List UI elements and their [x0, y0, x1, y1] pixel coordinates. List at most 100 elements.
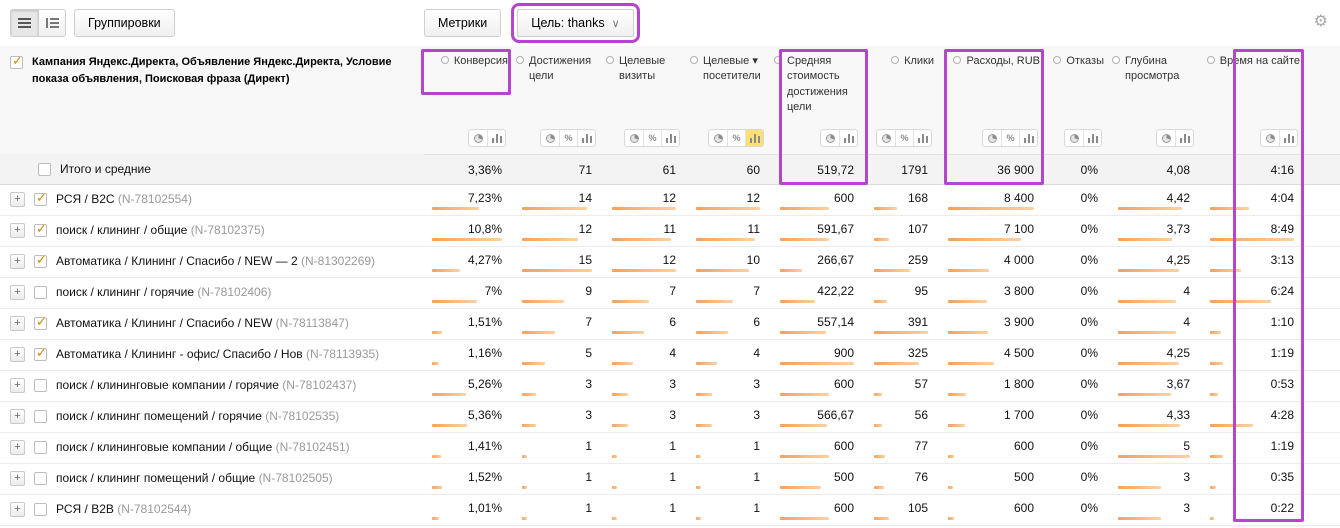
row-id: (N-78102437): [282, 377, 357, 392]
metric-value: 600: [1013, 501, 1034, 515]
toolbar: Группировки Метрики Цель: thanks ∨ ⚙: [0, 0, 1340, 46]
bars-chart-toggle-icon[interactable]: [745, 130, 763, 146]
row-checkbox[interactable]: ✓: [34, 345, 47, 362]
bars-chart-toggle-icon[interactable]: [1175, 130, 1193, 146]
linear-view-button[interactable]: [11, 10, 38, 36]
table-row: + ✓ Автоматика / Клининг - офис/ Спасибо /…: [0, 339, 1340, 371]
expand-row-button[interactable]: +: [10, 285, 25, 301]
row-label[interactable]: поиск / клининг / общие: [56, 222, 191, 237]
metric-value: 1: [753, 439, 760, 453]
pie-chart-toggle-icon[interactable]: [1065, 130, 1083, 146]
row-label[interactable]: Автоматика / Клининг / Спасибо / NEW — 2: [56, 253, 301, 268]
pct-chart-toggle-icon[interactable]: %: [1001, 130, 1019, 146]
row-label[interactable]: Автоматика / Клининг - офис/ Спасибо / Н…: [56, 346, 306, 361]
metric-value: 95: [914, 284, 928, 298]
pct-chart-toggle-icon[interactable]: %: [895, 130, 913, 146]
column-header-depth[interactable]: Глубина просмотра: [1110, 46, 1202, 128]
column-header-goal-visitors[interactable]: Целевые ▾ посетители: [688, 46, 772, 128]
row-checkbox[interactable]: [34, 410, 47, 424]
column-header-bounces[interactable]: Отказы: [1046, 46, 1110, 128]
pie-chart-toggle-icon[interactable]: [1261, 130, 1279, 146]
value-bar: [1118, 300, 1176, 303]
check-icon: ✓: [12, 53, 23, 68]
metric-circle-icon: [774, 56, 782, 64]
row-checkbox[interactable]: [38, 162, 51, 176]
metrics-button[interactable]: Метрики: [424, 9, 502, 37]
expand-row-button[interactable]: +: [10, 347, 25, 363]
row-label[interactable]: поиск / клининговые компании / горячие: [56, 377, 283, 392]
bars-chart-toggle-icon[interactable]: [1019, 130, 1037, 146]
pie-chart-toggle-icon[interactable]: [709, 130, 727, 146]
metric-value: 12: [578, 222, 592, 236]
pct-chart-toggle-icon[interactable]: %: [727, 130, 745, 146]
select-all-checkbox[interactable]: ✓: [10, 53, 23, 69]
metric-value: 1:19: [1270, 346, 1294, 360]
row-spacer: [1306, 215, 1340, 247]
metric-value: 4: [753, 346, 760, 360]
metric-value: 4 000: [1003, 253, 1034, 267]
pie-chart-toggle-icon[interactable]: [877, 130, 895, 146]
row-label[interactable]: поиск / клининг помещений / общие: [56, 470, 259, 485]
row-label[interactable]: поиск / клининговые компании / общие: [56, 439, 276, 454]
pie-chart-toggle-icon[interactable]: [469, 130, 487, 146]
column-header-label: Достижения цели: [516, 54, 598, 85]
row-id: (N-78102375): [190, 222, 265, 237]
expand-row-button[interactable]: +: [10, 223, 25, 239]
metric-value: 3,67: [1166, 377, 1190, 391]
expand-row-button[interactable]: +: [10, 409, 25, 425]
tree-view-button[interactable]: [38, 10, 65, 36]
column-toggles-depth: [1110, 128, 1202, 155]
metric-value: 76: [914, 470, 928, 484]
metric-circle-icon: [1053, 56, 1062, 64]
pie-chart-toggle-icon[interactable]: [983, 130, 1001, 146]
expand-row-button[interactable]: +: [10, 440, 25, 456]
column-header-conversion[interactable]: Конверсия: [424, 46, 514, 128]
expand-row-button[interactable]: +: [10, 378, 25, 394]
column-header-goal-visits[interactable]: Целевые визиты: [604, 46, 688, 128]
bars-chart-toggle-icon[interactable]: [913, 130, 931, 146]
pie-chart-toggle-icon[interactable]: [625, 130, 643, 146]
row-label[interactable]: РСЯ / B2B: [56, 501, 118, 516]
row-checkbox[interactable]: [34, 472, 47, 486]
goal-selector-button[interactable]: Цель: thanks ∨: [511, 3, 640, 43]
row-checkbox[interactable]: ✓: [34, 314, 47, 331]
row-label[interactable]: поиск / клининг / горячие: [56, 284, 198, 299]
row-checkbox[interactable]: ✓: [34, 221, 47, 238]
pct-chart-toggle-icon[interactable]: %: [643, 130, 661, 146]
bars-chart-toggle-icon[interactable]: [487, 130, 505, 146]
row-label[interactable]: поиск / клининг помещений / горячие: [56, 408, 266, 423]
groupings-button[interactable]: Группировки: [74, 9, 175, 37]
bars-chart-toggle-icon[interactable]: [661, 130, 679, 146]
metric-value: 1: [585, 439, 592, 453]
column-header-time-on-site[interactable]: Время на сайте: [1202, 46, 1306, 128]
row-checkbox[interactable]: ✓: [34, 190, 47, 207]
value-bar: [612, 269, 676, 272]
expand-row-button[interactable]: +: [10, 502, 25, 518]
column-header-goal-reaches[interactable]: Достижения цели: [514, 46, 604, 128]
expand-row-button[interactable]: +: [10, 254, 25, 270]
column-header-avg-goal-cost[interactable]: Средняя стоимость достижения цели: [772, 46, 866, 128]
bars-chart-toggle-icon[interactable]: [1083, 130, 1101, 146]
pie-chart-toggle-icon[interactable]: [1157, 130, 1175, 146]
row-checkbox[interactable]: [34, 503, 47, 517]
bars-chart-toggle-icon[interactable]: [839, 130, 857, 146]
pie-chart-toggle-icon[interactable]: [821, 130, 839, 146]
settings-gear-icon[interactable]: ⚙: [1313, 13, 1328, 30]
column-header-clicks[interactable]: Клики: [866, 46, 940, 128]
row-spacer: [1306, 494, 1340, 526]
expand-row-button[interactable]: +: [10, 316, 25, 332]
expand-row-button[interactable]: +: [10, 471, 25, 487]
row-checkbox[interactable]: [34, 441, 47, 455]
row-checkbox[interactable]: [34, 379, 47, 393]
row-label[interactable]: РСЯ / B2C: [56, 191, 118, 206]
column-header-expenses[interactable]: Расходы, RUB: [940, 46, 1046, 128]
row-label[interactable]: Автоматика / Клининг / Спасибо / NEW: [56, 315, 276, 330]
pct-chart-toggle-icon[interactable]: %: [559, 130, 577, 146]
expand-row-button[interactable]: +: [10, 192, 25, 208]
value-bar: [780, 393, 830, 396]
bars-chart-toggle-icon[interactable]: [577, 130, 595, 146]
pie-chart-toggle-icon[interactable]: [541, 130, 559, 146]
row-checkbox[interactable]: [34, 286, 47, 300]
row-checkbox[interactable]: ✓: [34, 252, 47, 269]
bars-chart-toggle-icon[interactable]: [1279, 130, 1297, 146]
